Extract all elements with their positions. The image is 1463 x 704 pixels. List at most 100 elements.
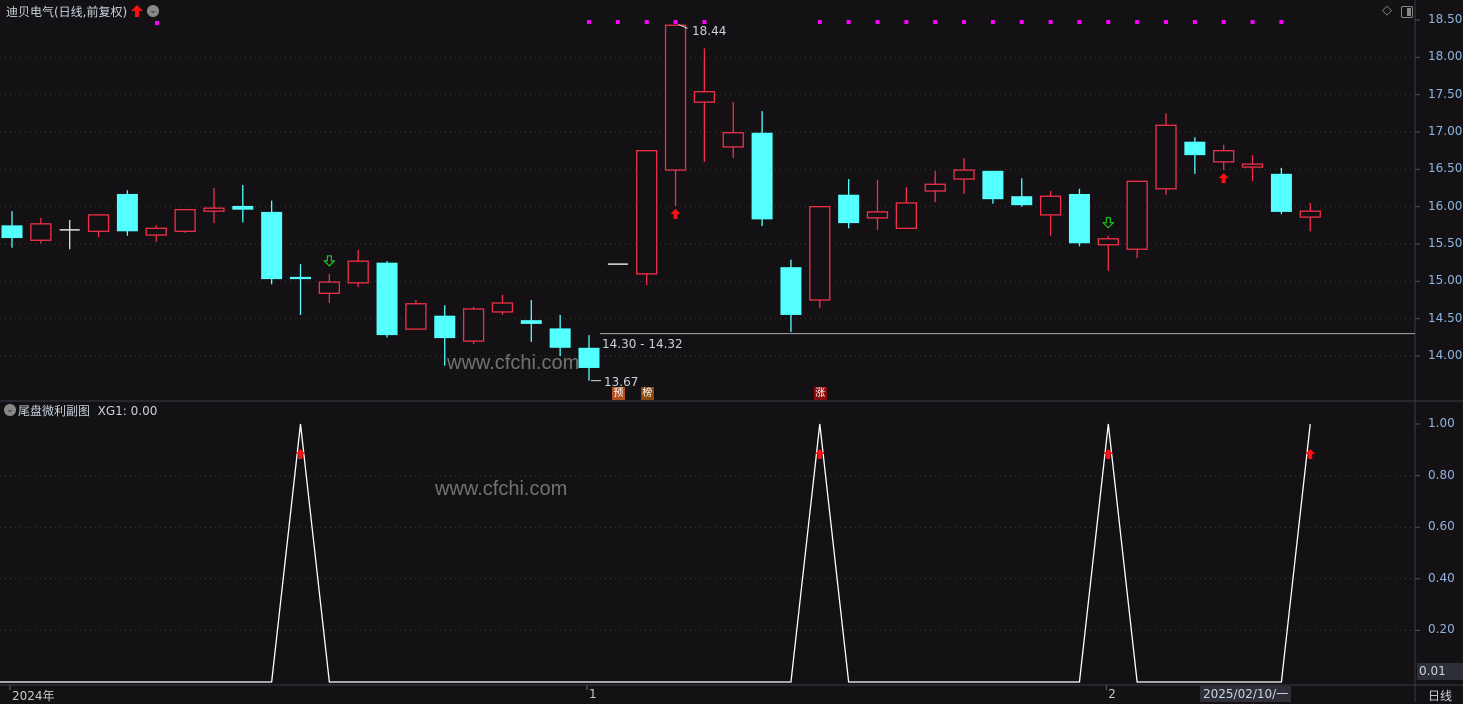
candle-up [636,150,658,275]
signal-dot [990,20,995,24]
candle-up [1155,124,1177,190]
candle-down [520,320,542,324]
candle-down [982,170,1004,200]
up-arrow-icon [1218,173,1229,184]
candle-down [1184,141,1206,156]
price-tick-label: 17.00 [1428,124,1463,138]
signal-dot [1164,20,1168,24]
signal-dot [644,20,649,24]
candle-up [1241,163,1264,168]
down-arrow-icon [1102,217,1115,229]
candle-down [232,205,254,210]
candle-down [1068,193,1090,244]
indicator-tick-label: 0.20 [1428,622,1455,637]
candle-up [1039,195,1062,216]
signal-dot [155,21,159,25]
signal-dot [875,20,880,24]
candle-up [491,302,514,313]
date-axis-label: 2 [1108,687,1116,701]
period-label[interactable]: 日线 [1428,689,1453,703]
candle-up [693,91,716,103]
signal-dot [817,20,822,24]
price-tick-label: 18.00 [1428,49,1463,64]
candle-up [405,303,427,330]
candle-up [664,24,687,171]
candle-down [751,132,773,220]
indicator-tick-label: 0.60 [1428,519,1455,534]
signal-dot [1221,20,1226,24]
panel-toggle-icon[interactable] [1401,6,1413,18]
signal-dot [615,20,620,24]
signal-dot [673,20,678,24]
signal-dot [1048,20,1053,24]
candle-down [780,267,802,315]
signal-dot [1279,20,1284,24]
price-tick-label: 16.00 [1428,198,1463,213]
chart-title: 迪贝电气(日线,前复权) [6,5,128,19]
price-tick-label: 17.50 [1428,86,1463,101]
signal-dot [962,20,967,24]
candle-down [116,193,138,232]
xg1-value: XG1: 0.00 [97,404,158,418]
signal-dot [587,20,591,24]
signal-dot [904,20,909,24]
candle-down [838,194,860,224]
candle-up [30,223,52,241]
candle-up [318,281,341,294]
price-tick-label: 15.00 [1428,273,1463,288]
event-badge[interactable]: 涨 [813,387,827,400]
candle-up [203,207,225,212]
indicator-tick-label: 0.40 [1428,570,1455,585]
date-axis-label: 1 [589,687,597,701]
indicator-tick-label: 0.80 [1428,467,1455,482]
up-arrow-icon [670,208,681,219]
range-label: 14.30 - 14.32 [602,337,683,351]
up-arrow-icon [1103,448,1114,459]
candle-down [1270,173,1292,212]
diamond-icon[interactable]: ◇ [1382,3,1392,18]
candle-down [290,276,311,280]
signal-dot [846,20,851,24]
candle-up [1299,210,1321,218]
candle-up [722,132,744,148]
candle-up [174,209,196,232]
signal-dot [1135,20,1140,24]
candle-down [1,225,23,239]
price-tick-label: 14.50 [1428,310,1463,325]
price-tick-label: 18.50 [1428,12,1463,26]
candle-up [809,206,831,301]
signal-dot [1106,20,1111,24]
candle-down [261,211,283,280]
signal-dot [1019,20,1024,24]
signal-dot [1192,20,1197,24]
chevron-down-icon[interactable]: ⌄ [147,5,159,17]
candle-up [1213,150,1235,163]
low-price-label: 13.67 [604,375,639,389]
watermark: www.cfchi.com [435,478,568,500]
subpanel-chevron-icon[interactable]: ⌄ [4,404,16,416]
candle-up [87,214,110,232]
price-tick-label: 14.00 [1428,348,1463,362]
candle-down [434,315,456,339]
candle-up [866,211,889,219]
candle-up [145,227,167,236]
watermark: www.cfchi.com [447,352,580,374]
xg1-line [0,423,1311,683]
date-axis-label: 2024年 [12,689,55,703]
signal-dot [933,20,938,24]
down-arrow-icon [323,255,336,267]
signal-dot [702,20,707,24]
candle-up [462,308,485,342]
candle-down [1011,196,1033,206]
candle-up [1126,180,1148,250]
candle-up [924,183,946,192]
candle-up [895,202,917,229]
high-price-label: 18.44 [692,24,727,38]
indicator-tick-label: 1.00 [1428,416,1455,430]
cursor-date-label: 2025/02/10/一 [1200,686,1292,702]
signal-dot [1250,20,1255,24]
event-badge[interactable]: 预 [611,387,625,400]
event-badge[interactable]: 榜 [640,387,654,400]
current-value-label: 0.01 [1417,663,1463,680]
